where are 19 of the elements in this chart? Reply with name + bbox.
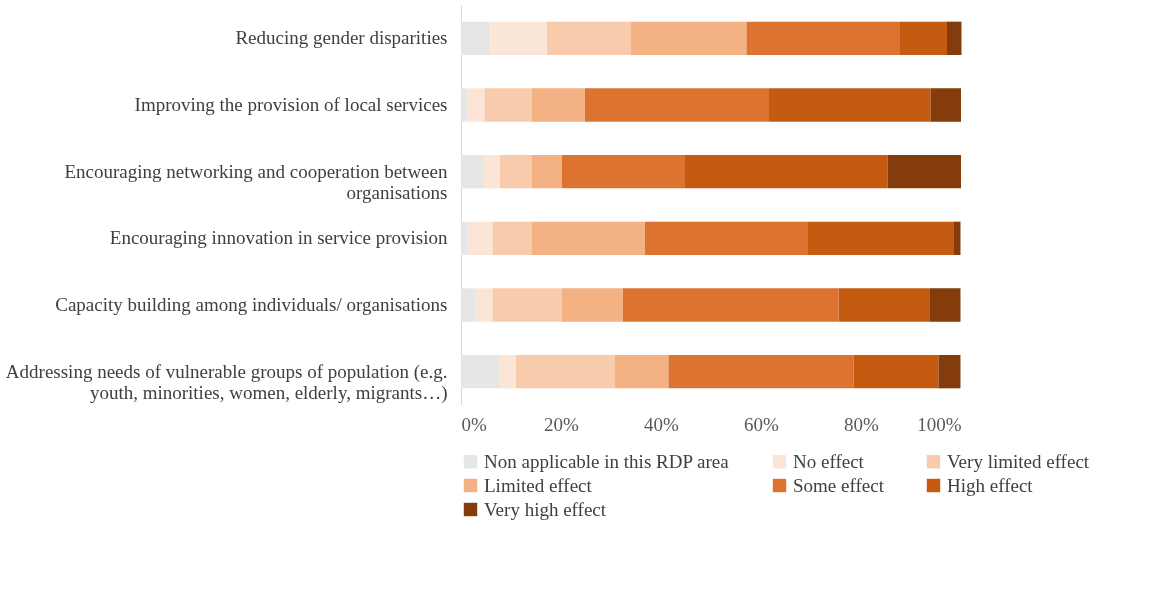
y-tick-label: Capacity building among individuals/ organisations [55,294,448,315]
y-tick-label: Reducing gender disparities [235,27,448,49]
legend-label: Very high effect [484,498,607,520]
legend-label: Some effect [793,474,885,496]
legend-label: No effect [793,450,865,472]
x-tick-label: 100% [917,413,962,435]
legend-label: High effect [947,474,1034,496]
x-tick-label: 40% [644,413,680,435]
x-tick-label: 0% [461,413,487,435]
legend-label: Non applicable in this RDP area [484,450,730,472]
y-tick-label: Addressing needs of vulnerable groups of population (e.g. youth, minorities, women, elderly, migrants…) [5,360,448,404]
x-tick-label: 80% [844,413,880,435]
legend-label: Very limited effect [947,450,1090,472]
y-tick-label: Encouraging networking and cooperation between organisations [64,160,448,203]
y-tick-label: Encouraging innovation in service provision [109,227,448,249]
x-tick-label: 20% [544,413,580,435]
y-tick-label: Improving the provision of local services [134,94,448,115]
legend-label: Limited effect [484,474,593,496]
x-tick-label: 60% [744,413,780,435]
